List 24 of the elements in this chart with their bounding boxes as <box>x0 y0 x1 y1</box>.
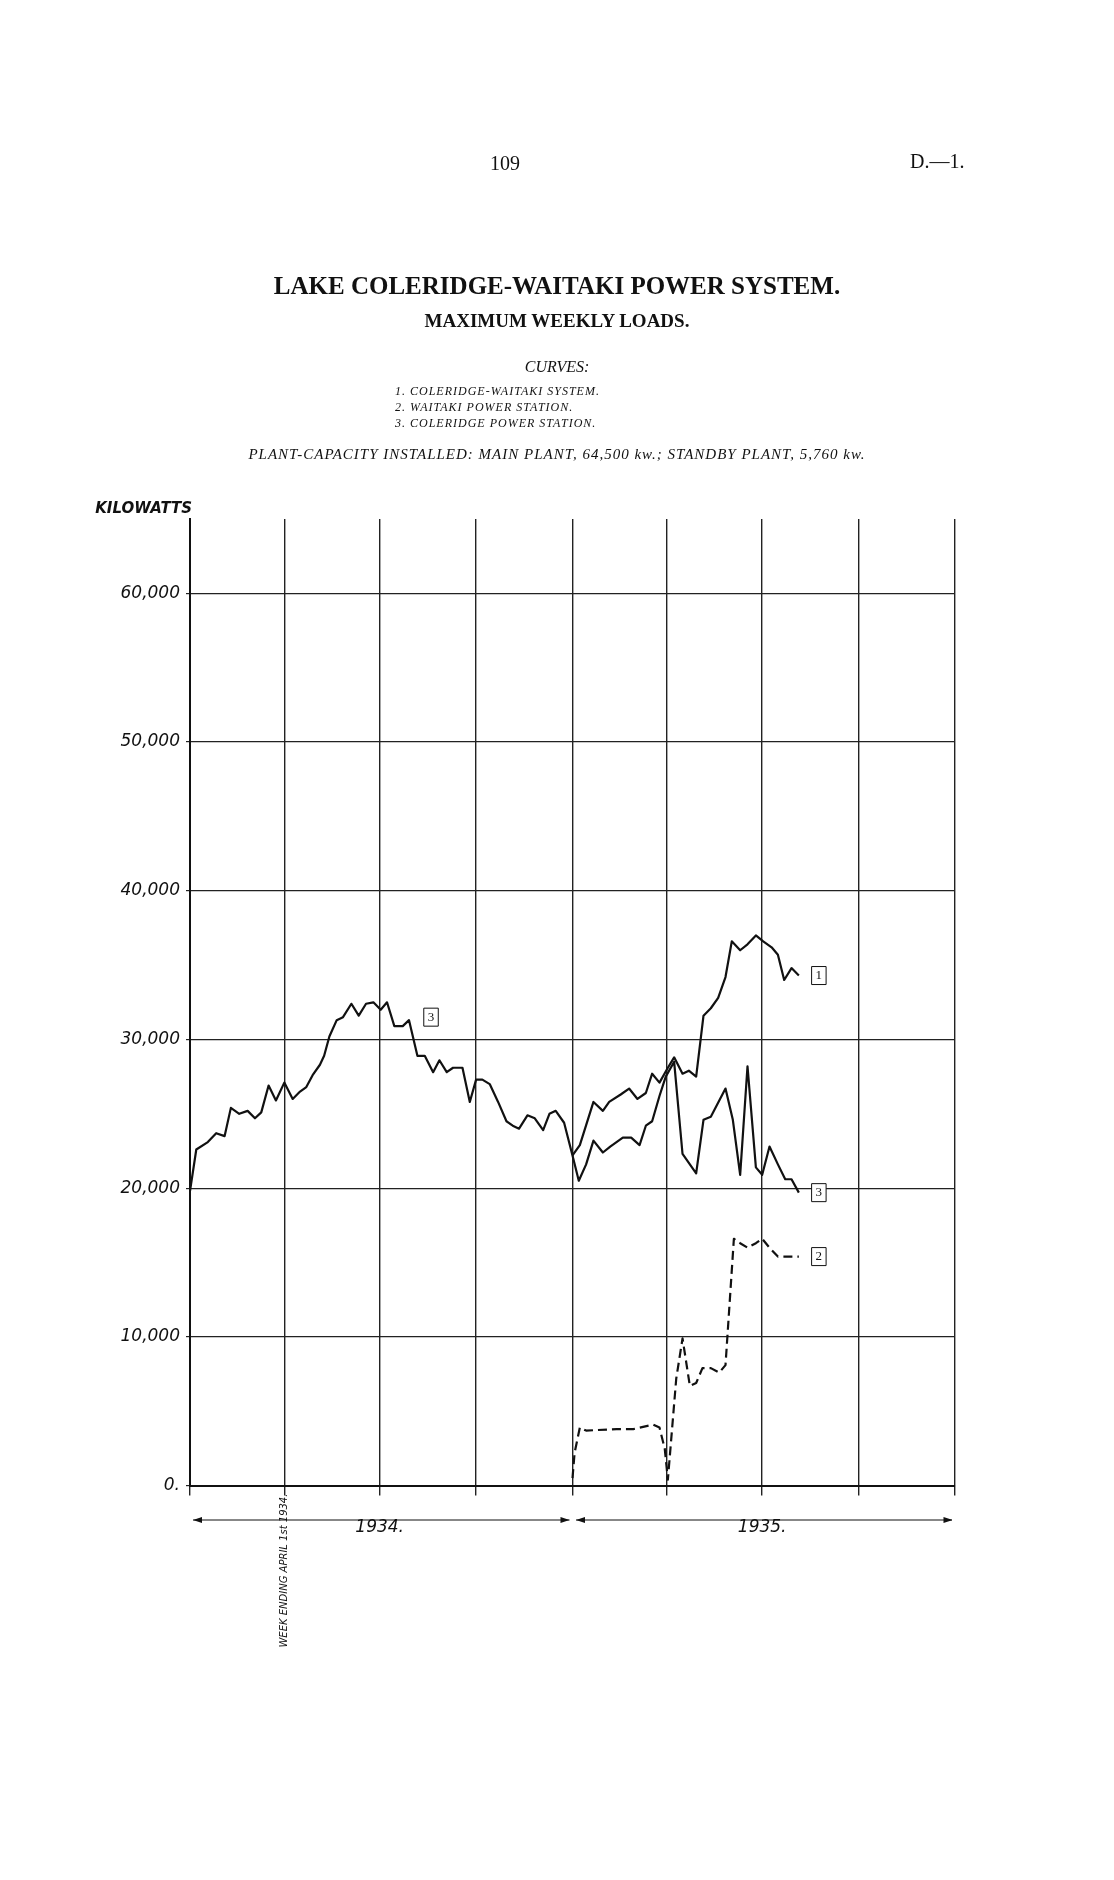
text: D.—1. <box>910 150 965 173</box>
y-tick-label: 40,000 <box>120 879 180 900</box>
series-label: 1 <box>815 966 823 982</box>
y-tick-label: 60,000 <box>120 581 180 602</box>
y-axis-title: KILOWATTS <box>95 499 192 518</box>
y-tick-label: 30,000 <box>120 1027 180 1048</box>
annotation: WEEK ENDING APRIL 1st 1934. <box>277 1493 289 1648</box>
series-label: 3 <box>815 1184 823 1200</box>
text: 2. WAITAKI POWER STATION. <box>395 400 574 415</box>
y-tick-label: 10,000 <box>120 1325 180 1346</box>
text: 109 <box>490 152 520 175</box>
y-tick-label: 0. <box>163 1474 180 1495</box>
x-tick-label: 1935. <box>737 1516 787 1537</box>
y-tick-label: 50,000 <box>120 730 180 751</box>
chart-subtitle: MAXIMUM WEEKLY LOADS. <box>423 310 691 332</box>
series-label: 2 <box>815 1248 823 1264</box>
x-tick-label: 1934. <box>355 1516 405 1537</box>
y-tick-label: 20,000 <box>120 1176 180 1197</box>
annotation: 3 <box>427 1008 435 1024</box>
text: 3. COLERIDGE POWER STATION. <box>395 416 597 431</box>
text: PLANT-CAPACITY INSTALLED: MAIN PLANT, 64,500 kw.; STANDBY PLANT, 5,760 kw. <box>247 446 867 463</box>
chart-title: LAKE COLERIDGE-WAITAKI POWER SYSTEM. <box>272 272 842 300</box>
text: CURVES: <box>523 358 591 376</box>
text: 1. COLERIDGE-WAITAKI SYSTEM. <box>395 384 600 399</box>
